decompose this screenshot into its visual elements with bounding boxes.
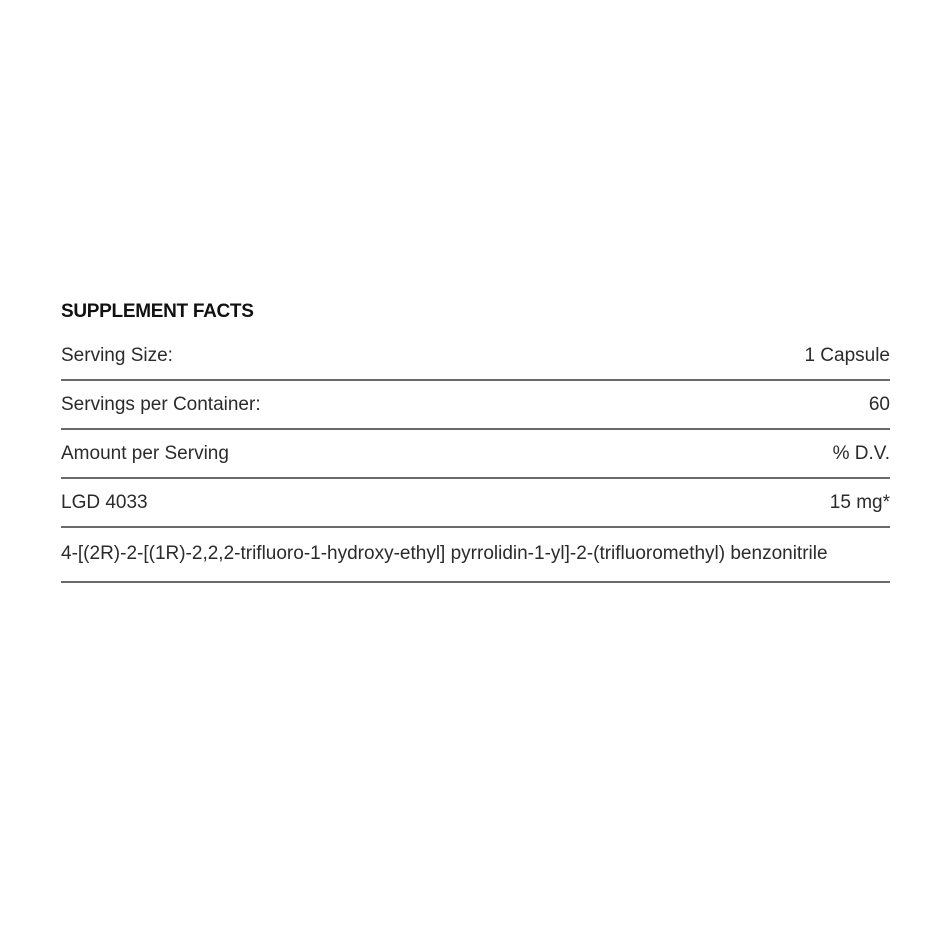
- row-label: Serving Size:: [61, 344, 173, 366]
- row-servings-per-container: Servings per Container: 60: [61, 381, 890, 430]
- row-label: LGD 4033: [61, 491, 148, 513]
- panel-title: SUPPLEMENT FACTS: [61, 301, 254, 322]
- row-label: Servings per Container:: [61, 393, 261, 415]
- row-value: 60: [868, 393, 890, 415]
- row-value: % D.V.: [832, 442, 890, 464]
- row-ingredient: LGD 4033 15 mg*: [61, 479, 890, 528]
- row-amount-per-serving: Amount per Serving % D.V.: [61, 430, 890, 479]
- row-label: Amount per Serving: [61, 442, 229, 464]
- row-serving-size: Serving Size: 1 Capsule: [61, 332, 890, 381]
- row-value: 1 Capsule: [804, 344, 890, 366]
- chemical-name: 4-[(2R)-2-[(1R)-2,2,2-trifluoro-1-hydrox…: [61, 528, 890, 583]
- supplement-facts-panel: SUPPLEMENT FACTS Serving Size: 1 Capsule…: [61, 298, 890, 583]
- row-value: 15 mg*: [829, 491, 890, 513]
